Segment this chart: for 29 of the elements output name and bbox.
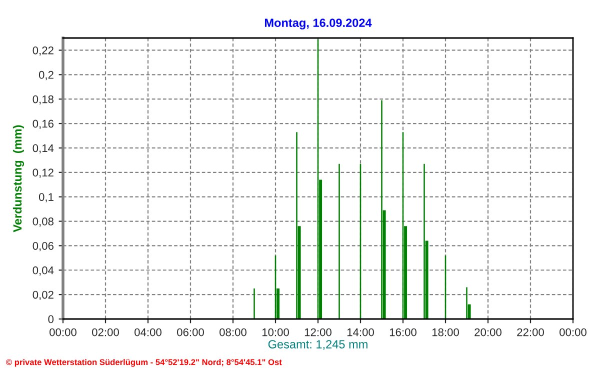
x-tick-label: 00:00 — [560, 328, 586, 336]
y-tick-label: 0,18 — [32, 95, 54, 105]
y-tick-label: 0,04 — [32, 266, 54, 276]
chart-title: Montag, 16.09.2024 — [264, 18, 372, 30]
text: © private Wetterstation Süderlügum - 54°52'19.2" Nord; 8°54'45.1" Ost — [6, 358, 282, 367]
x-tick-label: 20:00 — [474, 328, 502, 336]
y-tick-label: 0 — [48, 315, 54, 324]
y-axis-title: Verdunstung (mm) — [12, 125, 24, 232]
y-tick-label: 0,08 — [32, 218, 54, 227]
y-tick-label: 0,2 — [38, 70, 54, 80]
x-tick-label: 16:00 — [390, 328, 416, 336]
x-axis-title: Gesamt: 1,245 mm — [268, 340, 368, 350]
x-tick-label: 00:00 — [50, 328, 76, 336]
y-tick-label: 0,06 — [32, 242, 54, 252]
x-tick-label: 18:00 — [432, 328, 459, 336]
x-tick-label: 22:00 — [517, 328, 544, 336]
y-tick-label: 0,1 — [38, 193, 54, 202]
x-tick-label: 04:00 — [134, 328, 162, 336]
x-tick-label: 06:00 — [177, 328, 204, 336]
y-tick-label: 0,12 — [32, 168, 54, 178]
x-tick-label: 14:00 — [347, 328, 374, 336]
y-tick-label: 0,16 — [32, 120, 54, 129]
y-tick-label: 0,14 — [32, 144, 54, 154]
y-tick-label: 0,22 — [32, 46, 54, 56]
x-tick-label: 10:00 — [262, 328, 289, 336]
x-tick-label: 12:00 — [304, 328, 332, 336]
y-tick-label: 0,02 — [32, 290, 54, 300]
x-tick-label: 02:00 — [92, 328, 119, 336]
x-tick-label: 08:00 — [220, 328, 246, 336]
